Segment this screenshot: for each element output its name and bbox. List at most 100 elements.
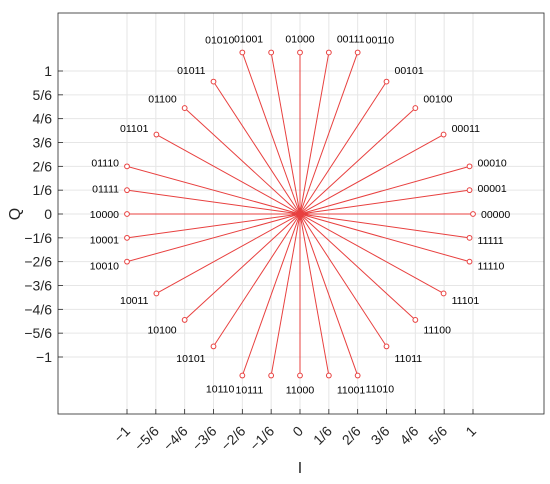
vector-line-11111	[299, 213, 470, 239]
point-label: 00000	[481, 209, 510, 221]
point-label: 01111	[92, 183, 119, 195]
point-label: 10111	[236, 384, 264, 396]
y-tick-label: −1/6	[24, 230, 52, 246]
point-label: 11101	[452, 295, 480, 307]
point-label: 11110	[478, 260, 505, 272]
y-tick-label: −1	[36, 349, 52, 365]
plot-area	[57, 12, 545, 415]
x-tick-label: 5/6	[425, 423, 450, 448]
point-label: 01100	[148, 94, 177, 106]
point-marker-10001	[124, 234, 130, 241]
point-label: 00010	[478, 158, 507, 170]
y-tick-label: 0	[44, 206, 52, 222]
point-marker-00111	[325, 49, 332, 56]
x-tick-label: 1	[462, 423, 479, 440]
vector-line-00011	[299, 134, 444, 215]
point-marker-01100	[181, 105, 188, 111]
point-marker-00000	[470, 211, 476, 217]
x-tick-label: 1/6	[310, 423, 335, 448]
point-label: 11000	[286, 385, 315, 397]
x-tick-label: −3/6	[189, 423, 220, 454]
vector-line-01010	[241, 52, 301, 215]
vector-line-00101	[299, 81, 387, 215]
x-axis-ticks: −1−5/6−4/6−3/6−2/6−1/6 0 1/6 2/6 3/6 4/6 5/6 1	[111, 409, 479, 454]
x-tick-label: −2/6	[218, 423, 249, 454]
vector-line-11011	[299, 213, 387, 347]
point-label: 10011	[120, 295, 149, 307]
point-label: 10101	[176, 353, 205, 365]
point-label: 00100	[423, 94, 452, 106]
point-marker-11001	[325, 372, 332, 379]
vector-line-00111	[299, 52, 330, 215]
x-tick-label: −5/6	[131, 423, 162, 454]
point-label: 00001	[478, 183, 507, 195]
point-label: 00101	[395, 65, 424, 77]
vector-line-10001	[126, 213, 301, 239]
vector-line-01111	[126, 189, 301, 215]
vector-line-10111	[270, 213, 301, 376]
vector-line-10010	[126, 213, 301, 263]
x-tick-label: −1	[111, 423, 134, 446]
point-label: 10100	[147, 324, 176, 336]
point-marker-00010	[466, 163, 473, 170]
point-label: 01110	[91, 158, 119, 170]
x-tick-label: −1/6	[246, 423, 277, 454]
point-label: 10010	[90, 260, 119, 272]
vector-line-10101	[213, 213, 301, 347]
vector-line-01101	[156, 134, 301, 215]
point-label: 10001	[90, 235, 119, 247]
point-marker-11010	[354, 372, 361, 379]
point-label: 11011	[395, 353, 423, 365]
origin-marker	[296, 210, 304, 218]
point-label: 00110	[366, 34, 395, 46]
y-tick-label: −2/6	[24, 254, 52, 270]
vector-line-01001	[270, 52, 301, 215]
vector-line-01110	[126, 165, 301, 215]
vector-line-11010	[299, 213, 359, 376]
vector-line-00001	[299, 189, 470, 215]
vector-line-10110	[241, 213, 301, 376]
point-marker-01111	[124, 187, 130, 194]
point-marker-10101	[210, 343, 217, 350]
vector-line-10100	[184, 213, 301, 321]
point-marker-11110	[466, 258, 473, 265]
x-tick-label: 3/6	[368, 423, 393, 448]
vector-line-11100	[299, 213, 416, 321]
point-marker-00110	[354, 49, 361, 56]
point-marker-10111	[268, 372, 275, 379]
x-tick-label: −4/6	[160, 423, 191, 454]
vector-line-01011	[213, 81, 301, 215]
point-marker-11111	[466, 234, 473, 241]
point-label: 01101	[120, 123, 149, 135]
point-marker-01110	[124, 163, 130, 170]
y-tick-label: 4/6	[33, 111, 53, 127]
point-label: 10000	[90, 209, 119, 221]
point-marker-11100	[412, 317, 419, 323]
vector-line-11110	[299, 213, 470, 263]
y-tick-label: 5/6	[33, 87, 53, 103]
x-tick-label: 0	[289, 423, 306, 440]
point-marker-01101	[153, 131, 160, 138]
point-marker-10110	[239, 372, 246, 379]
vector-line-00010	[299, 165, 470, 215]
y-tick-label: 2/6	[33, 158, 53, 174]
vector-line-11101	[299, 213, 444, 294]
point-label: 01001	[234, 34, 263, 46]
point-marker-00101	[383, 78, 390, 85]
point-label: 01000	[285, 33, 314, 45]
point-marker-11000	[297, 372, 303, 379]
point-markers	[124, 49, 476, 379]
y-tick-label: 1/6	[33, 182, 53, 198]
point-marker-11101	[440, 290, 447, 297]
point-label: 00011	[452, 123, 481, 135]
point-labels: 00000 00001 00010 00011 00100 00101 0011000111…	[90, 33, 511, 396]
point-label: 11100	[423, 324, 451, 336]
vector-line-10011	[156, 213, 301, 294]
point-marker-10011	[153, 290, 160, 297]
x-tick-label: 2/6	[339, 423, 364, 448]
point-label: 11111	[478, 235, 504, 247]
point-marker-10100	[181, 317, 188, 323]
x-axis-label: I	[298, 460, 302, 477]
point-marker-00011	[440, 131, 447, 138]
